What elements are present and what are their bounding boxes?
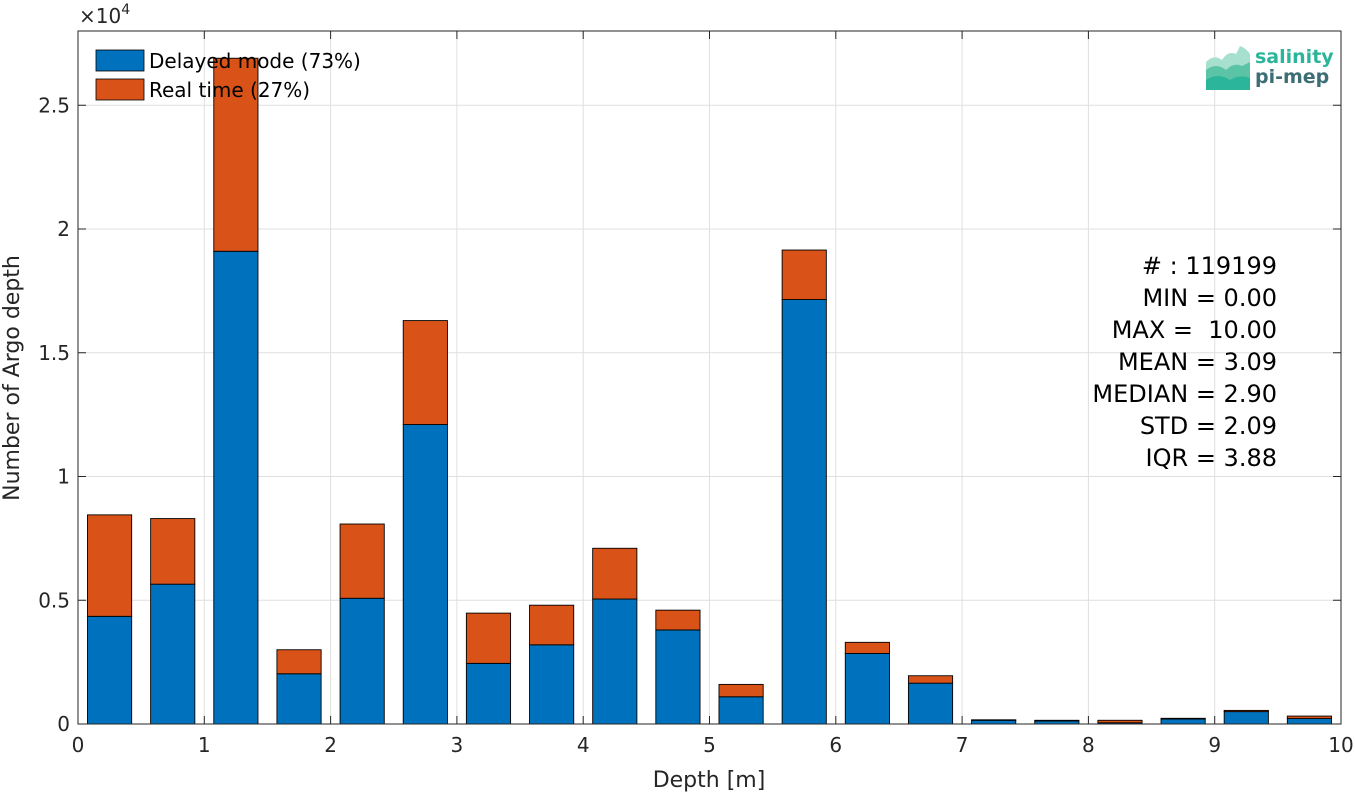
wave-logo-icon [1206,46,1250,90]
y-exponent-label: ×104 [79,2,130,28]
stats-iqr: IQR = 3.88 [1146,444,1277,472]
bar-delayed-mode [1223,711,1269,725]
x-tick-label: 1 [198,733,211,757]
y-axis-ticks: 0 0.5 1 1.5 2 2.5 [38,93,1341,736]
stats-median: MEDIAN = 2.90 [1092,380,1277,408]
bar-real-time [655,609,701,631]
bar-real-time [1223,709,1269,713]
y-tick-label: 0 [57,712,70,736]
legend: Delayed mode (73%) Real time (27%) [95,49,361,102]
bar-delayed-mode [844,653,890,725]
bar-delayed-mode [87,615,133,725]
bar-real-time [87,514,133,617]
bar-delayed-mode [213,250,259,725]
y-tick-label: 2 [57,217,70,241]
bar-delayed-mode [1160,718,1206,725]
bar-real-time [1160,717,1206,720]
stats-min: MIN = 0.00 [1142,284,1277,312]
y-tick-label: 0.5 [38,588,70,612]
stats-annotation: # : 119199 MIN = 0.00 MAX = 10.00 MEAN =… [1092,252,1277,472]
bar-real-time [971,719,1017,721]
bar-real-time [150,518,196,585]
bar-delayed-mode [1286,718,1332,725]
bar-delayed-mode [402,424,448,725]
bar-real-time [213,57,259,252]
x-tick-label: 7 [956,733,969,757]
stats-count: # : 119199 [1142,252,1277,280]
bar-real-time [465,612,512,664]
stats-max: MAX = 10.00 [1112,316,1277,344]
stats-std: STD = 2.09 [1140,412,1277,440]
legend-label-realtime: Real time (27%) [149,78,310,102]
bar-real-time [907,675,954,684]
bar-real-time [339,523,385,599]
bar-delayed-mode [276,673,322,725]
x-tick-label: 8 [1082,733,1095,757]
bar-real-time [1097,719,1143,724]
bar-delayed-mode [655,629,701,725]
bar-real-time [276,649,322,675]
bar-delayed-mode [907,682,954,725]
y-tick-label: 1 [57,465,70,489]
bar-real-time [1286,715,1332,720]
bar-real-time [592,547,638,600]
bar-real-time [1034,719,1080,722]
x-tick-label: 6 [829,733,842,757]
x-tick-label: 10 [1328,733,1353,757]
bar-delayed-mode [781,299,827,725]
legend-label-delayed: Delayed mode (73%) [149,49,361,73]
x-tick-label: 2 [324,733,337,757]
x-tick-label: 3 [451,733,464,757]
x-axis-ticks: 0 1 2 3 4 5 6 7 8 9 10 [72,31,1354,757]
bar-delayed-mode [150,583,196,725]
bar-real-time [402,320,448,425]
y-tick-label: 2.5 [38,93,70,117]
bar-real-time [529,604,575,646]
y-tick-label: 1.5 [38,341,70,365]
bar-real-time [781,249,827,300]
y-axis-label: Number of Argo depth [0,255,25,501]
logo-text-pimep: pi-mep [1255,66,1329,88]
legend-swatch-realtime [95,78,145,101]
bar-delayed-mode [465,662,512,725]
bar-real-time [718,683,764,698]
bar-delayed-mode [971,719,1017,725]
x-tick-label: 9 [1208,733,1221,757]
x-tick-label: 0 [72,733,85,757]
bar-real-time [844,641,890,654]
x-tick-label: 5 [703,733,716,757]
x-tick-label: 4 [577,733,590,757]
bar-delayed-mode [592,598,638,725]
salinity-pimep-logo: salinity pi-mep [1206,46,1334,90]
bar-delayed-mode [718,696,764,725]
bar-delayed-mode [529,644,575,725]
x-axis-label: Depth [m] [653,768,766,793]
stats-mean: MEAN = 3.09 [1118,348,1277,376]
bar-delayed-mode [339,597,385,725]
logo-text-salinity: salinity [1255,46,1334,68]
legend-swatch-delayed [95,49,145,72]
